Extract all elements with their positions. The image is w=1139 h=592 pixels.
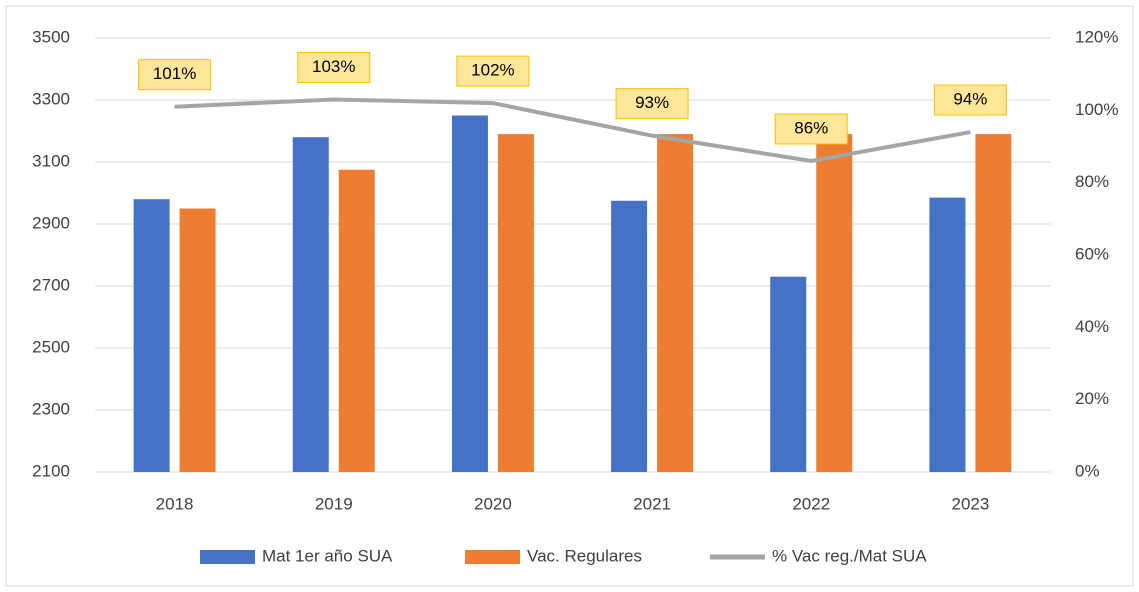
data-label: 93% xyxy=(635,93,669,112)
data-label-box xyxy=(297,51,371,83)
bar xyxy=(657,134,694,472)
data-label: 102% xyxy=(471,61,514,80)
x-tick-label: 2019 xyxy=(315,494,353,513)
y-tick-label: 3100 xyxy=(32,151,70,170)
legend-label: % Vac reg./Mat SUA xyxy=(772,546,927,565)
y2-tick-label: 80% xyxy=(1075,172,1109,191)
legend-label: Mat 1er año SUA xyxy=(262,546,393,565)
bar xyxy=(338,169,375,472)
bar xyxy=(611,200,648,472)
data-label-box xyxy=(456,55,530,87)
x-tick-label: 2018 xyxy=(156,494,194,513)
bar xyxy=(929,197,966,472)
bar xyxy=(133,199,170,472)
y-tick-label: 2300 xyxy=(32,399,70,418)
y-tick-label: 2500 xyxy=(32,337,70,356)
y2-tick-label: 60% xyxy=(1075,244,1109,263)
legend-swatch xyxy=(200,550,255,564)
data-label: 86% xyxy=(794,118,828,137)
x-tick-label: 2020 xyxy=(474,494,512,513)
legend-label: Vac. Regulares xyxy=(527,546,642,565)
bar xyxy=(816,134,853,472)
y-tick-label: 3300 xyxy=(32,89,70,108)
x-tick-label: 2022 xyxy=(792,494,830,513)
data-label-box xyxy=(774,113,848,145)
y-tick-label: 2100 xyxy=(32,461,70,480)
y2-tick-label: 120% xyxy=(1075,27,1118,46)
y2-tick-label: 100% xyxy=(1075,100,1118,119)
bar xyxy=(179,208,216,472)
y2-tick-label: 0% xyxy=(1075,461,1100,480)
data-label: 101% xyxy=(153,64,196,83)
line xyxy=(174,97,971,163)
data-label-box xyxy=(138,59,212,91)
legend-swatch xyxy=(465,550,520,564)
y-tick-label: 3500 xyxy=(32,27,70,46)
bar xyxy=(770,276,807,472)
data-label-box xyxy=(933,84,1007,116)
bar xyxy=(292,137,329,472)
data-label: 103% xyxy=(312,57,355,76)
y2-tick-label: 20% xyxy=(1075,389,1109,408)
y-tick-label: 2900 xyxy=(32,213,70,232)
bar xyxy=(975,134,1012,472)
x-tick-label: 2023 xyxy=(952,494,990,513)
bar xyxy=(497,134,534,472)
bar xyxy=(451,115,488,472)
y2-tick-label: 40% xyxy=(1075,317,1109,336)
y-tick-label: 2700 xyxy=(32,275,70,294)
data-label-box xyxy=(615,88,689,120)
data-label: 94% xyxy=(953,90,987,109)
x-tick-label: 2021 xyxy=(633,494,671,513)
